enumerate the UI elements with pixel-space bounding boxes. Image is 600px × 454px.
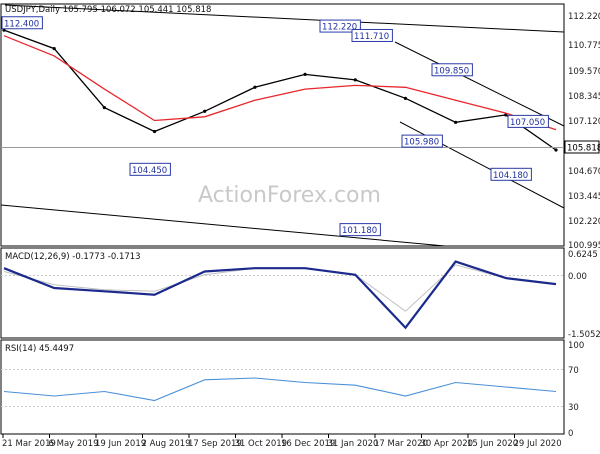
annotation-label: 109.850 bbox=[434, 66, 469, 76]
price-pane-frame bbox=[0, 3, 565, 247]
annotation-label: 101.180 bbox=[342, 226, 377, 236]
annotation-box bbox=[351, 28, 393, 42]
price-tick-label: 112.220 bbox=[568, 12, 600, 22]
trend-lines bbox=[0, 4, 565, 247]
rsi-tick-label: 100 bbox=[568, 341, 584, 351]
watermark: ActionForex.com bbox=[198, 183, 381, 208]
annotation-box bbox=[1, 16, 43, 30]
macd-y-axis: 0.6245 0.00 -1.5052 bbox=[568, 250, 600, 340]
last-price-label: 105.818 bbox=[567, 144, 600, 154]
trend-line bbox=[4, 4, 565, 33]
rsi-tick-label: 70 bbox=[568, 366, 579, 376]
annotation-label: 112.400 bbox=[4, 19, 39, 29]
x-tick-label: 29 Jul 2020 bbox=[514, 439, 562, 449]
macd-tick-label: 0.6245 bbox=[568, 250, 598, 260]
x-tick-label: 31 Jan 2020 bbox=[328, 439, 379, 449]
price-point bbox=[152, 129, 157, 134]
price-tick-label: 108.345 bbox=[568, 92, 600, 102]
annotation-label: 107.050 bbox=[510, 118, 545, 128]
x-tick-label: 15 Jun 2020 bbox=[467, 439, 518, 449]
macd-series bbox=[3, 260, 557, 330]
x-tick-label: 30 Apr 2020 bbox=[421, 439, 474, 449]
annotation-box bbox=[490, 167, 532, 181]
trend-line bbox=[0, 204, 446, 247]
rsi-title: RSI(14) 45.4497 bbox=[5, 344, 74, 354]
rsi-tick-label: 30 bbox=[568, 403, 579, 413]
annotation-label: 111.710 bbox=[354, 32, 389, 42]
x-tick-label: 17 Mar 2020 bbox=[374, 439, 428, 449]
annotation-label: 105.980 bbox=[404, 138, 439, 148]
trend-line bbox=[394, 41, 565, 127]
rsi-tick-label: 0 bbox=[568, 429, 573, 439]
x-tick-label: 21 Mar 2019 bbox=[2, 439, 56, 449]
price-point bbox=[2, 28, 6, 32]
macd-line bbox=[3, 260, 557, 330]
annotation-box bbox=[401, 134, 443, 148]
annotation-label: 112.220 bbox=[322, 23, 357, 33]
macd-tick-label: 0.00 bbox=[568, 272, 587, 282]
x-tick-label: 19 Jun 2019 bbox=[95, 439, 146, 449]
price-point bbox=[203, 109, 207, 113]
price-line bbox=[3, 29, 557, 151]
annotation-label: 104.180 bbox=[493, 171, 528, 181]
x-tick-label: 6 May 2019 bbox=[49, 439, 99, 449]
moving-average-line bbox=[3, 35, 557, 131]
price-tick-label: 109.570 bbox=[568, 67, 600, 77]
price-tick-label: 104.670 bbox=[568, 167, 600, 177]
x-tick-label: 17 Sep 2019 bbox=[188, 439, 242, 449]
rsi-line bbox=[3, 377, 557, 402]
macd-tick-label: -1.5052 bbox=[568, 330, 600, 340]
price-series bbox=[2, 28, 558, 152]
rsi-series bbox=[3, 377, 557, 402]
x-tick-label: 16 Dec 2019 bbox=[281, 439, 335, 449]
price-tick-label: 107.120 bbox=[568, 117, 600, 127]
x-tick-label: 31 Oct 2019 bbox=[235, 439, 288, 449]
price-point bbox=[253, 85, 257, 89]
annotation-box bbox=[339, 223, 381, 237]
macd-title: MACD(12,26,9) -0.1773 -0.1713 bbox=[5, 252, 141, 262]
x-tick-label: 2 Aug 2019 bbox=[142, 439, 191, 449]
annotation-box bbox=[507, 114, 549, 128]
price-point bbox=[303, 72, 307, 76]
annotation-box bbox=[319, 19, 361, 33]
annotation-label: 104.450 bbox=[132, 166, 167, 176]
moving-average-series bbox=[3, 35, 557, 131]
annotation-box bbox=[431, 63, 473, 77]
price-tick-label: 100.995 bbox=[568, 241, 600, 251]
price-tick-label: 110.775 bbox=[568, 41, 600, 51]
price-y-axis: 112.220 110.775 109.570 108.345 107.120 … bbox=[568, 12, 600, 251]
price-point bbox=[403, 96, 408, 100]
price-tick-label: 102.220 bbox=[568, 217, 600, 227]
annotation-box bbox=[129, 162, 171, 176]
macd-pane-frame bbox=[0, 247, 565, 339]
price-point bbox=[554, 148, 558, 152]
price-tick-label: 103.445 bbox=[568, 192, 600, 202]
rsi-y-axis: 100 70 30 0 bbox=[568, 341, 584, 439]
price-point bbox=[102, 105, 106, 110]
last-price-box bbox=[564, 140, 600, 154]
price-point bbox=[504, 113, 508, 117]
price-point bbox=[353, 78, 357, 82]
price-point bbox=[454, 120, 458, 124]
price-point bbox=[52, 46, 56, 51]
